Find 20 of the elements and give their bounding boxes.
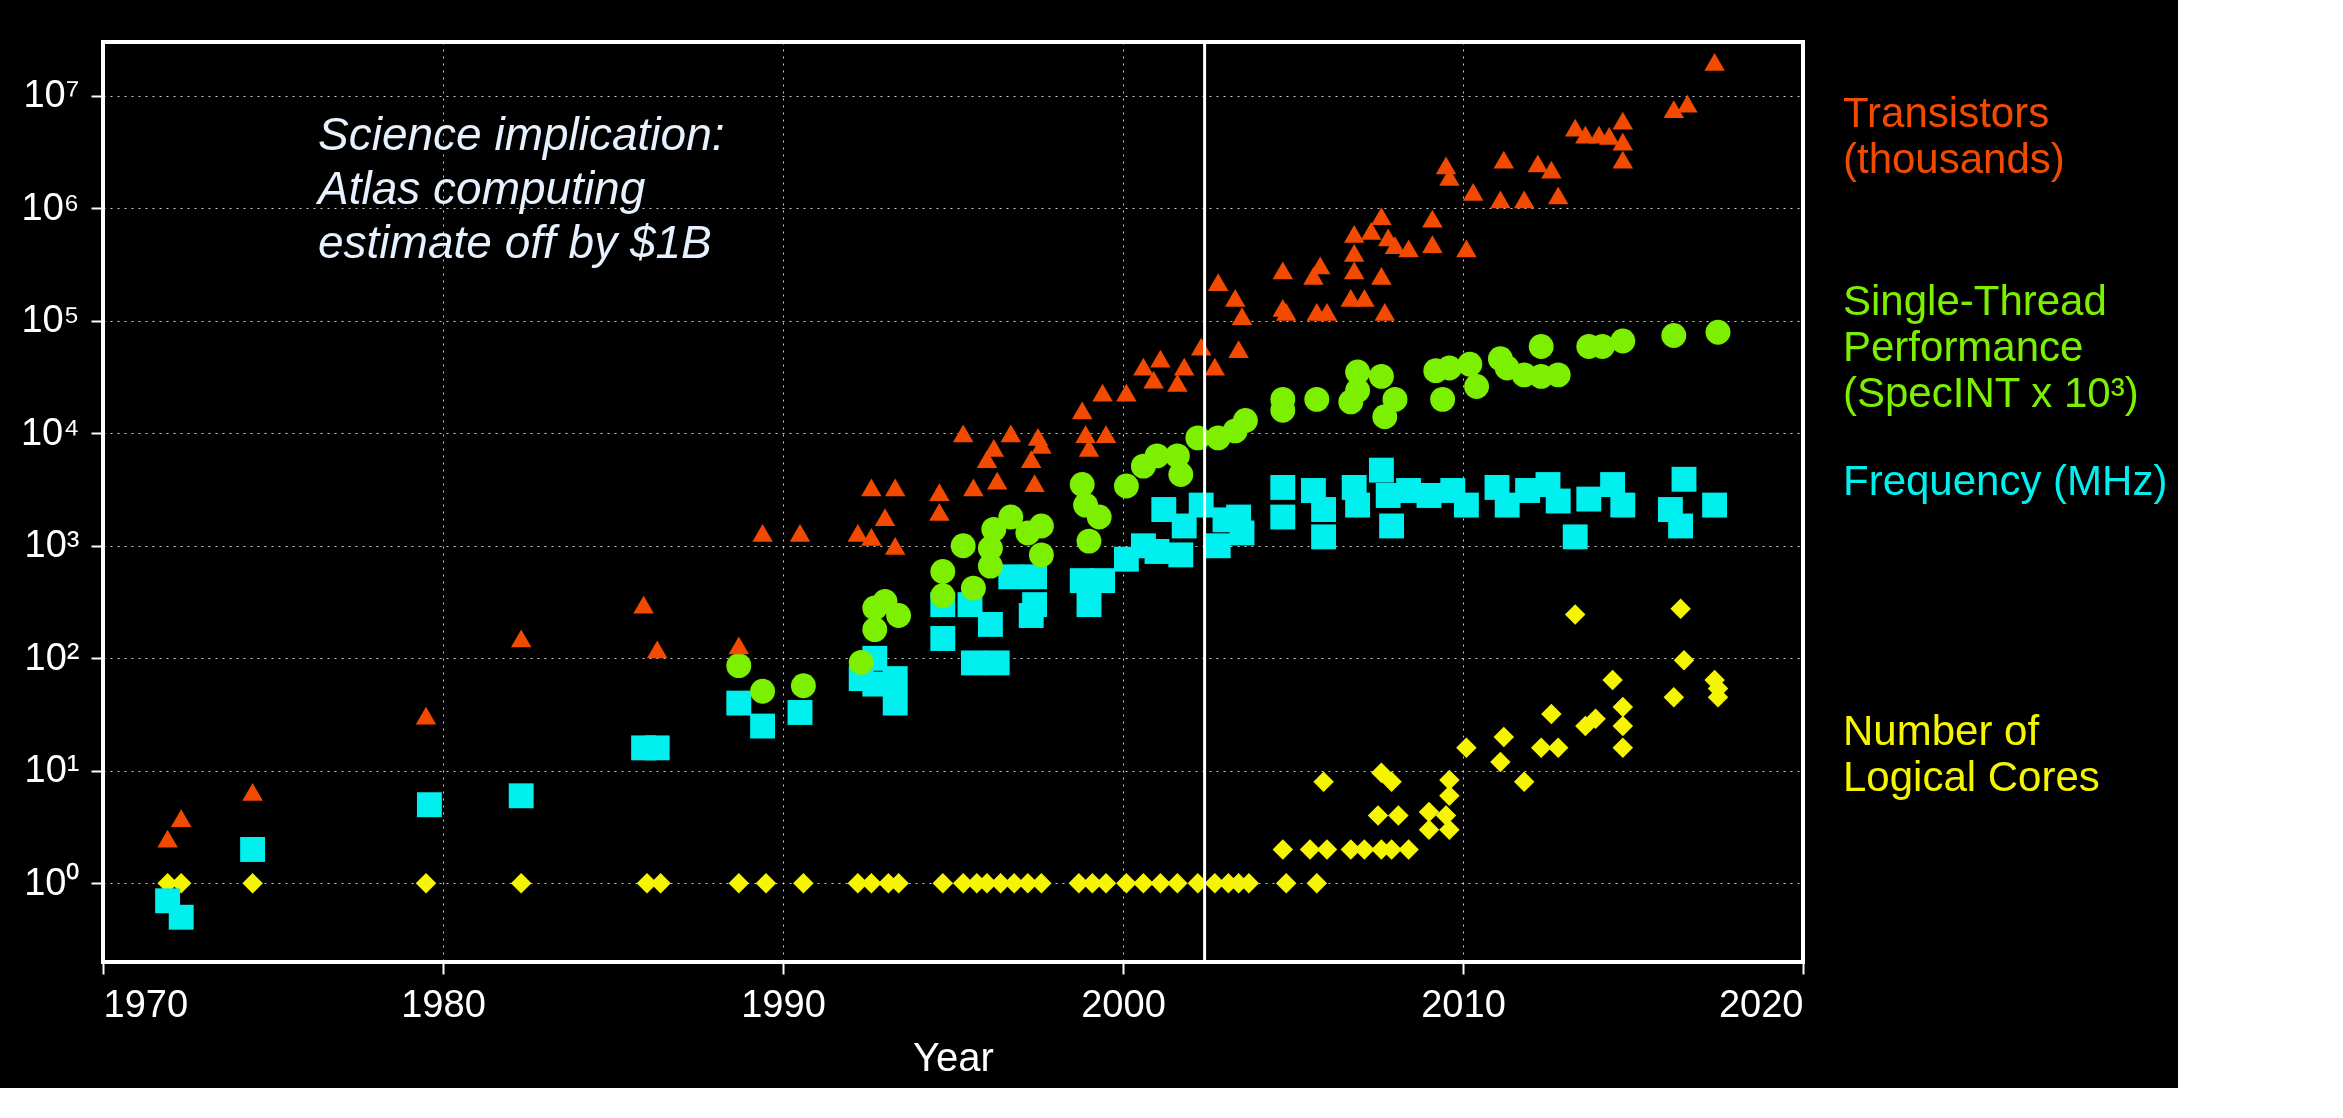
y-tick-label: 10⁶ bbox=[21, 185, 80, 228]
x-tick-label: 1990 bbox=[741, 982, 826, 1025]
y-tick-label: 10² bbox=[24, 635, 80, 678]
y-tick-label: 10³ bbox=[24, 523, 80, 566]
text: Number of Logical Cores bbox=[1843, 707, 2100, 800]
x-tick-label: 1970 bbox=[103, 982, 189, 1025]
y-tick-label: 10⁷ bbox=[23, 73, 80, 116]
y-tick-label: 10⁴ bbox=[20, 410, 80, 453]
y-tick-label: 10⁵ bbox=[21, 298, 80, 341]
x-axis-title: Year bbox=[913, 1034, 994, 1079]
text: Transistors (thousands) bbox=[1843, 89, 2065, 182]
x-tick-label: 2020 bbox=[1718, 982, 1804, 1025]
x-tick-label: 2000 bbox=[1081, 982, 1166, 1025]
text: Single-Thread Performance (SpecINT x 10³) bbox=[1843, 277, 2139, 416]
text: Frequency (MHz) bbox=[1843, 457, 2168, 504]
annotation: Science implication: Atlas computing estimate off by $1B bbox=[315, 108, 725, 268]
y-tick-label: 10¹ bbox=[24, 748, 80, 791]
x-tick-label: 1980 bbox=[401, 982, 486, 1025]
y-tick-label: 10⁰ bbox=[24, 860, 80, 903]
x-tick-label: 2010 bbox=[1421, 982, 1506, 1025]
